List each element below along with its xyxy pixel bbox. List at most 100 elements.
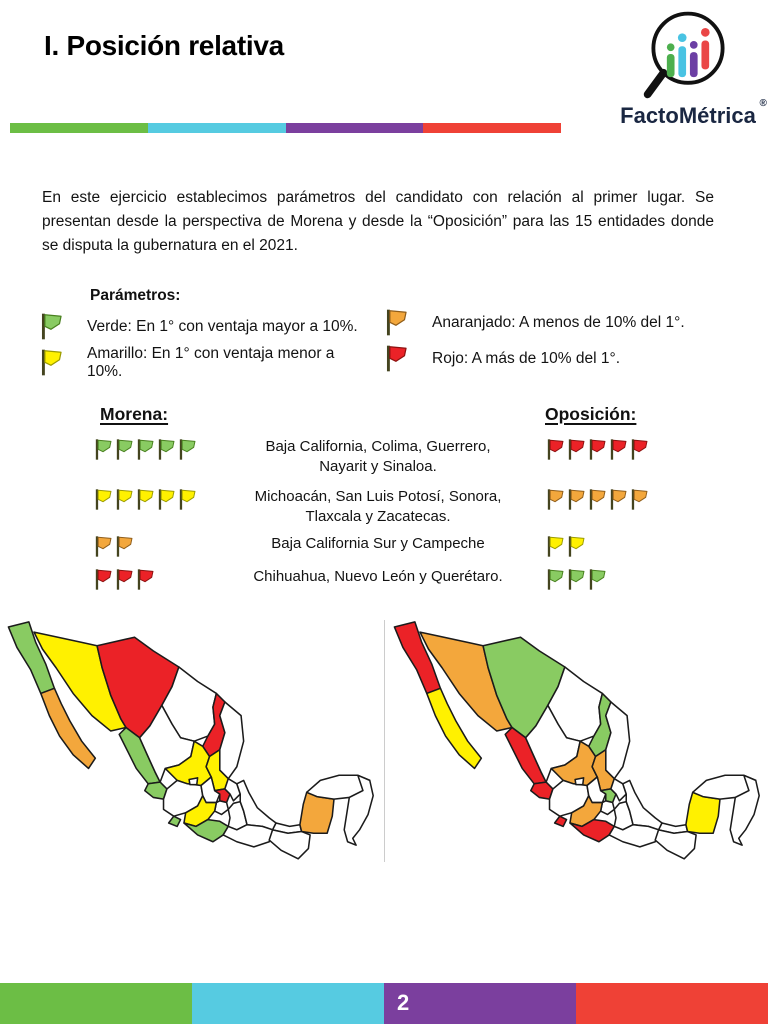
accent-bar-segment [147,123,286,133]
comparison-rows: Baja California, Colima, Guerrero, Nayar… [93,437,733,600]
header-accent-bar [10,123,561,133]
state-ags [188,777,199,786]
amarillo-pennant-icon [137,488,154,510]
parameter-text: Anaranjado: A menos de 10% del 1°. [432,313,685,331]
oposicion-heading: Oposición: [545,404,637,424]
accent-bar-segment [576,983,768,1024]
anaranjado-pennant-icon [116,536,133,557]
verde-pennant-icon [547,569,564,590]
anaranjado-pennant-icon [386,309,407,336]
intro-paragraph: En este ejercicio establecimos parámetro… [42,189,714,255]
amarillo-pennant-icon [116,488,133,510]
parameters-left-column: Verde: En 1° con ventaja mayor a 10%. Am… [38,312,373,384]
state-oax [608,823,660,848]
accent-bar-segment [0,983,192,1024]
state-qroo [343,774,374,846]
state-chis [268,829,311,860]
accent-bar-segment [423,123,561,133]
rojo-pennant-icon [137,569,154,590]
parameters-heading: Parámetros: [90,287,181,304]
state-camp [299,791,335,834]
comparison-row: Baja California, Colima, Guerrero, Nayar… [93,437,733,478]
amarillo-pennant-icon [41,349,62,376]
rojo-pennant-icon [386,345,407,372]
morena-flags [93,437,243,461]
parameters-right-column: Anaranjado: A menos de 10% del 1°. Rojo:… [383,308,758,380]
accent-bar-segment [192,983,384,1024]
state-qroo [729,774,760,846]
anaranjado-pennant-icon [631,488,648,510]
verde-pennant-icon [137,439,154,460]
parameter-item: Amarillo: En 1° con ventaja menor a 10%. [38,345,373,380]
amarillo-pennant-icon [547,536,564,557]
parameter-item: Anaranjado: A menos de 10% del 1°. [383,308,758,337]
rojo-pennant-icon [568,439,585,460]
row-states: Chihuahua, Nuevo León y Querétaro. [253,568,503,585]
oposicion-flags [513,437,733,461]
rojo-pennant-icon [116,569,133,590]
page-title: I. Posición relativa [44,30,284,61]
comparison-row: Michoacán, San Luis Potosí, Sonora, Tlax… [93,487,733,528]
yellow-flag-icon [38,348,64,377]
state-camp [685,791,721,834]
amarillo-pennant-icon [158,488,175,510]
magnifier-chart-icon [643,11,725,99]
state-bcs [426,687,483,770]
verde-pennant-icon [41,313,62,340]
state-coah [547,666,604,742]
oposicion-flags [513,534,733,558]
state-bc [393,621,442,695]
anaranjado-pennant-icon [610,488,627,510]
oposicion-flags [513,487,733,511]
morena-heading: Morena: [100,404,169,424]
accent-bar-segment [285,123,424,133]
anaranjado-pennant-icon [547,488,564,510]
anaranjado-pennant-icon [589,488,606,510]
verde-pennant-icon [179,439,196,460]
state-tam [605,701,631,780]
amarillo-pennant-icon [179,488,196,510]
verde-pennant-icon [589,569,606,590]
row-states: Baja California Sur y Campeche [271,535,485,552]
row-states: Baja California, Colima, Guerrero, Nayar… [265,438,491,476]
comparison-row: Chihuahua, Nuevo León y Querétaro. [93,567,733,591]
parameter-item: Rojo: A más de 10% del 1°. [383,344,758,373]
parameter-text: Verde: En 1° con ventaja mayor a 10%. [87,317,358,335]
rojo-pennant-icon [547,439,564,460]
accent-bar-segment [384,983,576,1024]
orange-flag-icon [383,308,409,337]
maps-divider [384,620,385,862]
amarillo-pennant-icon [95,488,112,510]
state-oax [222,823,274,848]
footer-accent-bar [0,983,768,1024]
registered-mark: ® [759,98,767,109]
parameter-text: Rojo: A más de 10% del 1°. [432,349,621,367]
state-bc [7,621,56,695]
green-flag-icon [38,312,64,341]
accent-bar-segment [10,123,148,133]
morena-flags [93,487,243,511]
rojo-pennant-icon [95,569,112,590]
anaranjado-pennant-icon [95,536,112,557]
oposicion-flags [513,567,733,591]
rojo-pennant-icon [589,439,606,460]
verde-pennant-icon [116,439,133,460]
verde-pennant-icon [158,439,175,460]
parameter-text: Amarillo: En 1° con ventaja menor a 10%. [87,344,335,380]
morena-flags [93,534,243,558]
verde-pennant-icon [568,569,585,590]
state-bcs [40,687,97,770]
maps-section [0,618,768,880]
verde-pennant-icon [95,439,112,460]
mexico-map-oposicion [393,621,760,860]
state-col [167,815,182,828]
page-number: 2 [397,990,410,1015]
brand-name: FactoMétrica ® [620,98,767,128]
state-coah [161,666,218,742]
state-tam [219,701,245,780]
rojo-pennant-icon [610,439,627,460]
morena-flags [93,567,243,591]
state-chis [654,829,697,860]
anaranjado-pennant-icon [568,488,585,510]
